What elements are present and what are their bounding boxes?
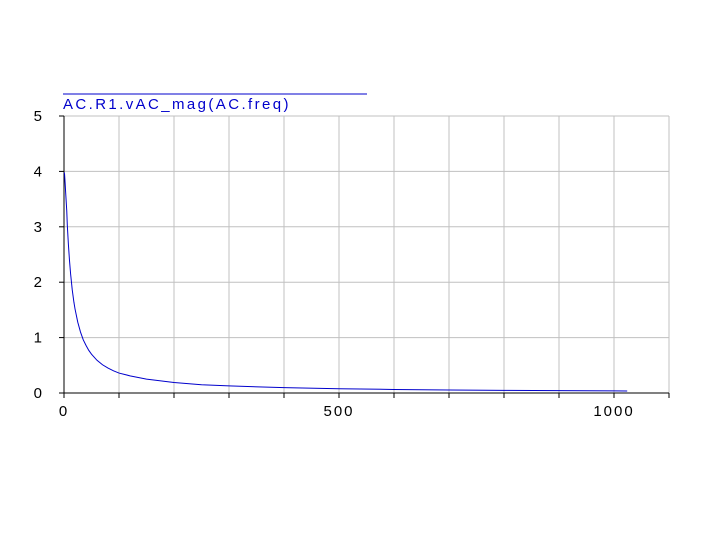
- legend-label: AC.R1.vAC_mag(AC.freq): [63, 96, 291, 113]
- legend: AC.R1.vAC_mag(AC.freq): [63, 93, 367, 113]
- x-tick-label: 0: [59, 403, 69, 420]
- y-tick-label: 2: [34, 274, 44, 291]
- grid-layer: [64, 115, 670, 393]
- series-line: [63, 172, 628, 392]
- series-layer: [63, 172, 628, 392]
- tick-layer: 0 1 2 3 4 5 0 500 1000: [34, 108, 670, 420]
- axis-layer: [63, 116, 669, 394]
- x-tick-label: 500: [323, 403, 354, 420]
- y-tick-label: 1: [34, 330, 44, 347]
- x-tick-label: 1000: [593, 403, 634, 420]
- y-tick-label: 5: [34, 108, 44, 125]
- y-tick-label: 0: [34, 385, 44, 402]
- y-tick-label: 4: [34, 163, 44, 180]
- y-tick-label: 3: [34, 219, 44, 236]
